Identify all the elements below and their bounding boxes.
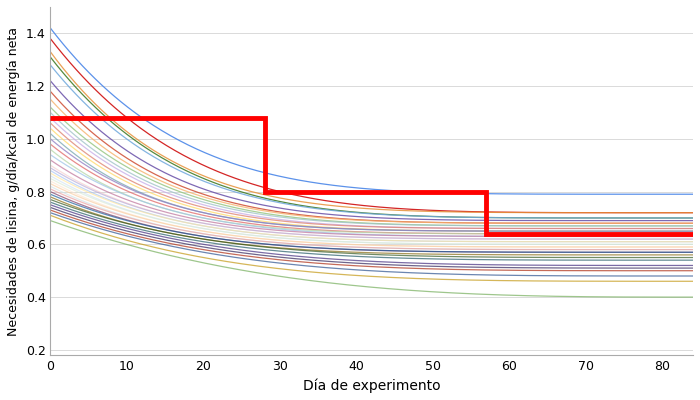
- Y-axis label: Necesidades de lisina, g/día/kcal de energía neta: Necesidades de lisina, g/día/kcal de ene…: [7, 26, 20, 336]
- X-axis label: Día de experimento: Día de experimento: [303, 378, 440, 393]
